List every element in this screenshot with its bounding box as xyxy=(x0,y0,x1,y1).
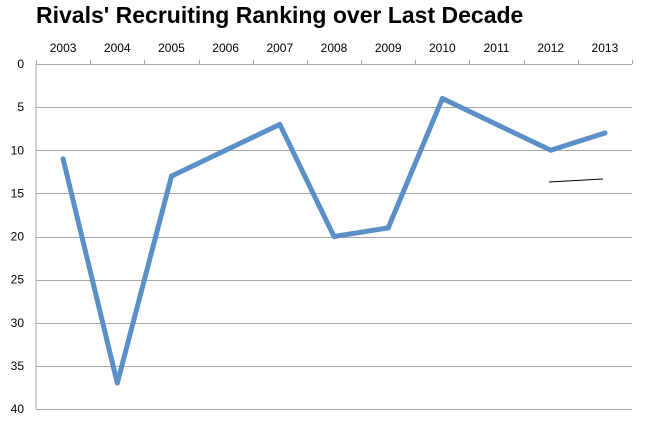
data-point xyxy=(223,147,229,153)
series-line xyxy=(60,96,608,386)
x-tick-label: 2009 xyxy=(375,41,402,55)
x-tick-label: 2013 xyxy=(592,41,619,55)
x-tick-label: 2005 xyxy=(158,41,185,55)
x-tick-label: 2011 xyxy=(484,41,510,55)
y-tick-label: 5 xyxy=(17,100,24,114)
y-tick-label: 25 xyxy=(11,273,25,287)
data-point xyxy=(277,121,283,127)
y-tick-label: 40 xyxy=(11,402,25,416)
x-tick-label: 2012 xyxy=(537,41,564,55)
x-axis-tick-labels: 2003 2004 2005 2006 2007 2008 2009 2010 2011 2012… xyxy=(50,41,619,55)
chart-title: Rivals' Recruiting Ranking over Last Dec… xyxy=(36,2,524,28)
y-tick-label: 20 xyxy=(11,230,25,244)
data-point xyxy=(114,380,120,386)
y-tick-label: 10 xyxy=(11,143,25,157)
data-point xyxy=(60,156,66,162)
x-tick-label: 2008 xyxy=(321,41,348,55)
data-point xyxy=(548,147,554,153)
x-tick-label: 2006 xyxy=(212,41,239,55)
annotation-line xyxy=(548,178,604,183)
x-tick-label: 2004 xyxy=(104,41,131,55)
y-tick-label: 15 xyxy=(11,186,25,200)
data-point xyxy=(439,96,445,101)
data-point xyxy=(168,173,174,179)
series-layer xyxy=(60,96,608,386)
x-tick-label: 2010 xyxy=(429,41,456,55)
data-point xyxy=(331,234,337,239)
data-point xyxy=(385,225,391,231)
x-tick-label: 2003 xyxy=(50,41,77,55)
data-point xyxy=(494,121,500,127)
y-tick-label: 35 xyxy=(11,359,25,373)
y-tick-label: 30 xyxy=(11,316,25,330)
y-tick-label: 0 xyxy=(17,57,24,71)
y-axis-tick-labels: 0 5 10 15 20 25 30 35 40 xyxy=(11,57,25,416)
data-point xyxy=(602,130,608,136)
x-tick-label: 2007 xyxy=(266,41,293,55)
